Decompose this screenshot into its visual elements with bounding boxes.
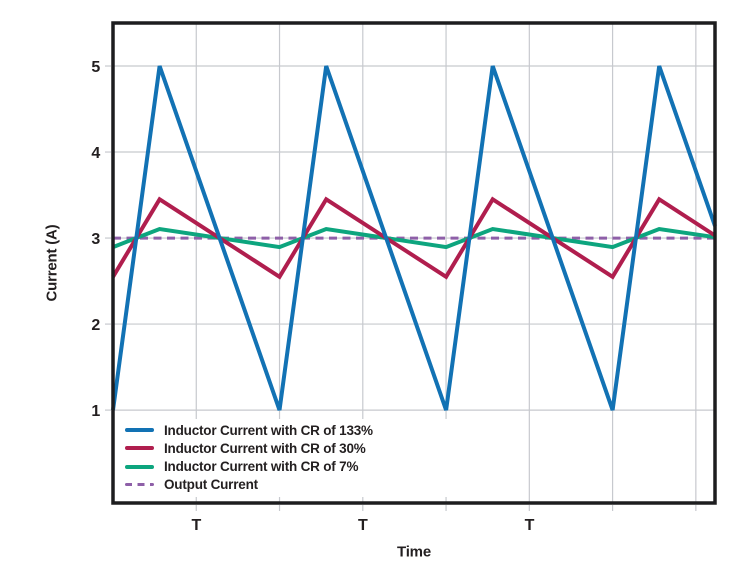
plot-frame — [111, 21, 717, 505]
legend: Inductor Current with CR of 133% Inducto… — [117, 419, 453, 497]
series-inductor-cr-7-line — [112, 226, 716, 250]
series-inductor-cr-30-line — [111, 196, 717, 280]
legend-label-cr-30: Inductor Current with CR of 30% — [164, 440, 366, 456]
x-axis-title: Time — [397, 543, 431, 561]
x-tick-label: T — [525, 517, 535, 534]
legend-swatch-output-current-dashed-line — [125, 483, 154, 487]
series-inductor-cr-133-line — [111, 65, 717, 411]
legend-swatch-cr-133-line — [125, 428, 154, 432]
y-tick-label: 2 — [91, 317, 100, 334]
legend-label-output-current: Output Current — [164, 477, 258, 493]
legend-swatch-cr-7-line — [125, 464, 154, 469]
y-tick-label: 1 — [91, 403, 100, 420]
y-tick-label: 3 — [91, 231, 100, 248]
y-axis-title: Current (A) — [43, 224, 61, 302]
x-tick-label: T — [192, 517, 202, 534]
legend-item-cr-133: Inductor Current with CR of 133% — [117, 421, 453, 439]
legend-swatch-cr-30-line — [125, 446, 154, 451]
x-tick-label: T — [358, 517, 368, 534]
legend-item-cr-30: Inductor Current with CR of 30% — [117, 439, 453, 457]
legend-item-cr-7: Inductor Current with CR of 7% — [117, 458, 453, 476]
legend-label-cr-7: Inductor Current with CR of 7% — [164, 459, 359, 475]
y-tick-label: 5 — [91, 59, 100, 76]
legend-item-output-current: Output Current — [117, 476, 453, 494]
legend-label-cr-133: Inductor Current with CR of 133% — [164, 422, 373, 438]
y-tick-label: 4 — [91, 145, 100, 162]
